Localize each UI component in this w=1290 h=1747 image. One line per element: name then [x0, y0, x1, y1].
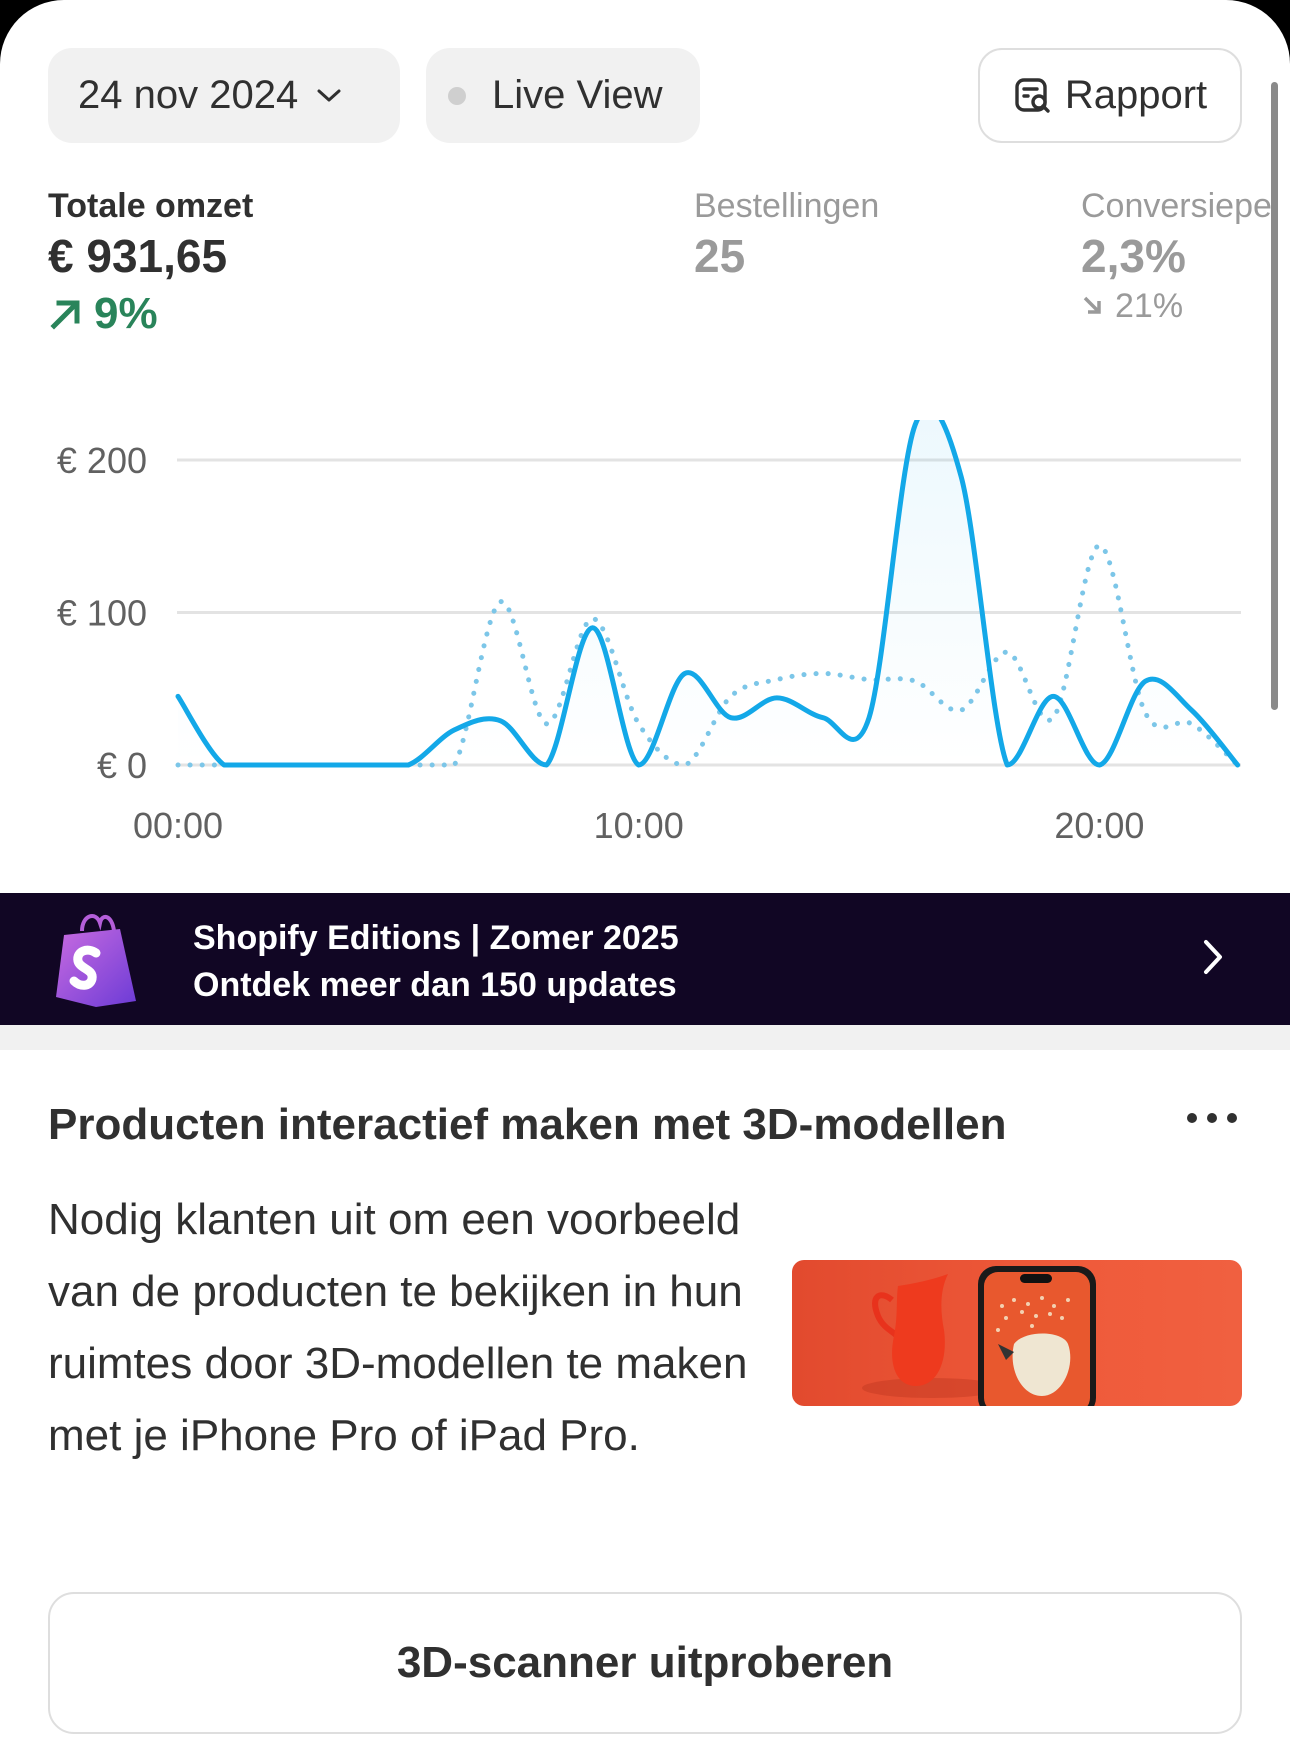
report-button[interactable]: Rapport: [978, 48, 1242, 143]
metric-delta-value: 9%: [94, 289, 158, 338]
series-area-fill: [178, 420, 1238, 765]
scrollbar[interactable]: [1271, 82, 1278, 710]
y-tick-label: € 200: [57, 440, 147, 481]
shopify-bag-logo: [56, 914, 136, 1007]
metric-total-sales[interactable]: Totale omzet € 931,65 9%: [48, 186, 253, 342]
arrow-up-right-icon: [50, 300, 80, 330]
card-body: Nodig klanten uit om een voorbeeld van d…: [48, 1195, 748, 1460]
3d-model-product-image: [792, 1260, 1242, 1406]
metric-value: 2,3%: [1081, 230, 1186, 282]
chevron-right-icon: [1204, 940, 1222, 974]
x-tick-label: 20:00: [1054, 805, 1144, 846]
metric-delta: 21%: [1081, 286, 1272, 326]
y-tick-label: € 0: [97, 745, 147, 786]
metric-value: 25: [694, 230, 746, 282]
metric-delta: 9%: [48, 286, 253, 342]
live-view-button[interactable]: Live View: [426, 48, 700, 143]
report-search-icon: [1015, 77, 1050, 113]
date-label: 24 nov 2024: [78, 73, 299, 117]
banner-title: Shopify Editions | Zomer 2025: [193, 919, 679, 957]
date-picker-button[interactable]: 24 nov 2024: [48, 48, 400, 143]
report-label: Rapport: [1064, 73, 1208, 117]
sales-chart: € 0 € 100 € 200 00:00 10:00 20:00: [57, 420, 1241, 846]
chevron-down-icon: [317, 89, 341, 101]
y-tick-label: € 100: [57, 593, 147, 634]
live-status-dot: [448, 86, 466, 105]
metric-conversion[interactable]: Conversiepe 2,3% 21%: [1081, 186, 1272, 326]
metric-value: € 931,65: [48, 230, 228, 282]
metric-delta-value: 21%: [1115, 287, 1184, 325]
card-title: Producten interactief maken met 3D-model…: [48, 1100, 1007, 1149]
x-tick-label: 00:00: [133, 805, 223, 846]
x-tick-label: 10:00: [594, 805, 684, 846]
metric-orders[interactable]: Bestellingen 25: [694, 186, 879, 286]
metric-label: Totale omzet: [48, 187, 254, 225]
metric-label: Bestellingen: [694, 187, 880, 225]
comparison-series-line: [175, 542, 1241, 768]
arrow-down-right-icon: [1083, 296, 1101, 314]
live-view-label: Live View: [492, 73, 663, 117]
metric-label: Conversiepe: [1081, 187, 1272, 225]
cta-label: 3D-scanner uitproberen: [396, 1638, 894, 1687]
sales-series-line: [175, 420, 1241, 768]
banner-text: Shopify Editions | Zomer 2025 Ontdek mee…: [193, 915, 679, 1009]
banner-subtitle: Ontdek meer dan 150 updates: [193, 966, 677, 1004]
section-divider: [0, 1025, 1290, 1050]
more-options-icon[interactable]: [1186, 1110, 1238, 1126]
shopify-editions-banner[interactable]: Shopify Editions | Zomer 2025 Ontdek mee…: [0, 893, 1290, 1025]
try-3d-scanner-button[interactable]: 3D-scanner uitproberen: [48, 1592, 1242, 1734]
